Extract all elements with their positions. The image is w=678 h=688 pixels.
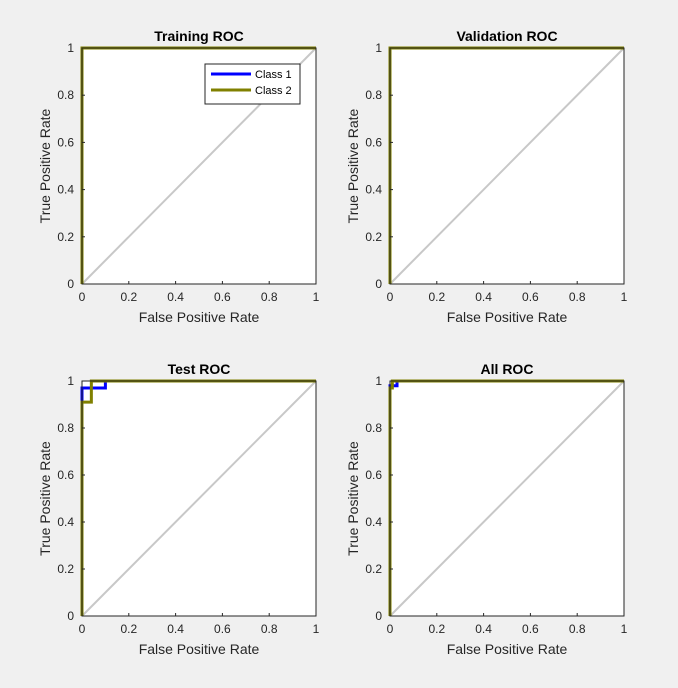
y-axis-label-all: True Positive Rate <box>345 441 361 556</box>
y-tick-label: 0.2 <box>365 230 382 244</box>
legend-box <box>204 63 301 105</box>
legend-label-class-2: Class 2 <box>255 85 292 97</box>
x-tick-label: 0.2 <box>120 622 137 636</box>
x-tick-label: 1 <box>621 622 628 636</box>
x-tick-label: 0.6 <box>522 622 539 636</box>
axes-frame-training <box>81 47 317 285</box>
legend-training: Class 1 Class 2 <box>204 63 301 105</box>
x-axis-label-validation: False Positive Rate <box>447 309 568 325</box>
x-tick-label: 0 <box>79 622 86 636</box>
chart-title-training: Training ROC <box>154 28 243 44</box>
x-tick-label: 0.8 <box>261 622 278 636</box>
y-tick-label: 0.2 <box>365 562 382 576</box>
y-tick-label: 0.4 <box>365 183 382 197</box>
x-tick-label: 0.6 <box>214 622 231 636</box>
roc-panel-test: 0 0.2 0.4 0.6 0.8 1 0 0.2 0.4 0.6 0.8 1 Test ROC Fals… <box>37 361 320 657</box>
x-tick-label: 0 <box>79 290 86 304</box>
x-tick-label: 0.4 <box>475 290 492 304</box>
reference-diagonal-validation <box>389 47 625 285</box>
legend-label-class-1: Class 1 <box>255 69 292 81</box>
x-tick-label: 0.8 <box>261 290 278 304</box>
axes-frame-all <box>389 380 625 617</box>
x-axis-label-all: False Positive Rate <box>447 641 568 657</box>
y-tick-label: 1 <box>375 374 382 388</box>
reference-diagonal-test <box>81 380 317 617</box>
x-tick-label: 0 <box>387 622 394 636</box>
axes-frame-test <box>81 380 317 617</box>
roc-panel-training: 0 0.2 0.4 0.6 0.8 1 0 0.2 0.4 0.6 0.8 1 Training ROC… <box>37 28 320 325</box>
chart-title-all: All ROC <box>481 361 534 377</box>
chart-title-test: Test ROC <box>168 361 231 377</box>
x-tick-label: 0.2 <box>120 290 137 304</box>
x-tick-label: 1 <box>313 622 320 636</box>
x-tick-label: 0.6 <box>214 290 231 304</box>
y-tick-label: 0 <box>375 277 382 291</box>
y-tick-label: 0.8 <box>57 421 74 435</box>
y-axis-label-training: True Positive Rate <box>37 108 53 223</box>
y-tick-label: 0.8 <box>365 88 382 102</box>
x-tick-label: 0.8 <box>569 290 586 304</box>
x-tick-label: 1 <box>621 290 628 304</box>
y-tick-label: 0.8 <box>57 88 74 102</box>
y-tick-label: 0.4 <box>57 183 74 197</box>
roc-panel-all: 0 0.2 0.4 0.6 0.8 1 0 0.2 0.4 0.6 0.8 1 All ROC False… <box>345 361 628 657</box>
x-axis-label-training: False Positive Rate <box>139 309 260 325</box>
axes-frame-validation <box>389 47 625 285</box>
x-axis-label-test: False Positive Rate <box>139 641 260 657</box>
x-tick-label: 0 <box>387 290 394 304</box>
x-tick-label: 0.4 <box>167 622 184 636</box>
x-tick-label: 0.2 <box>428 622 445 636</box>
y-tick-label: 1 <box>375 41 382 55</box>
y-tick-label: 0.6 <box>365 135 382 149</box>
y-tick-label: 0 <box>67 609 74 623</box>
y-tick-label: 0.8 <box>365 421 382 435</box>
y-tick-label: 1 <box>67 41 74 55</box>
x-tick-label: 0.2 <box>428 290 445 304</box>
reference-diagonal-all <box>389 380 625 617</box>
y-axis-label-validation: True Positive Rate <box>345 108 361 223</box>
x-tick-label: 0.8 <box>569 622 586 636</box>
x-tick-label: 0.4 <box>475 622 492 636</box>
y-tick-label: 0.2 <box>57 230 74 244</box>
y-tick-label: 0.6 <box>365 468 382 482</box>
y-tick-label: 0.4 <box>365 515 382 529</box>
y-tick-label: 0.2 <box>57 562 74 576</box>
chart-title-validation: Validation ROC <box>456 28 557 44</box>
y-tick-label: 1 <box>67 374 74 388</box>
y-tick-label: 0.6 <box>57 468 74 482</box>
x-tick-label: 0.4 <box>167 290 184 304</box>
x-tick-label: 0.6 <box>522 290 539 304</box>
y-axis-label-test: True Positive Rate <box>37 441 53 556</box>
y-tick-label: 0 <box>67 277 74 291</box>
roc-panel-validation: 0 0.2 0.4 0.6 0.8 1 0 0.2 0.4 0.6 0.8 1 Validation R… <box>345 28 628 325</box>
y-tick-label: 0.6 <box>57 135 74 149</box>
x-tick-label: 1 <box>313 290 320 304</box>
y-tick-label: 0.4 <box>57 515 74 529</box>
y-tick-label: 0 <box>375 609 382 623</box>
